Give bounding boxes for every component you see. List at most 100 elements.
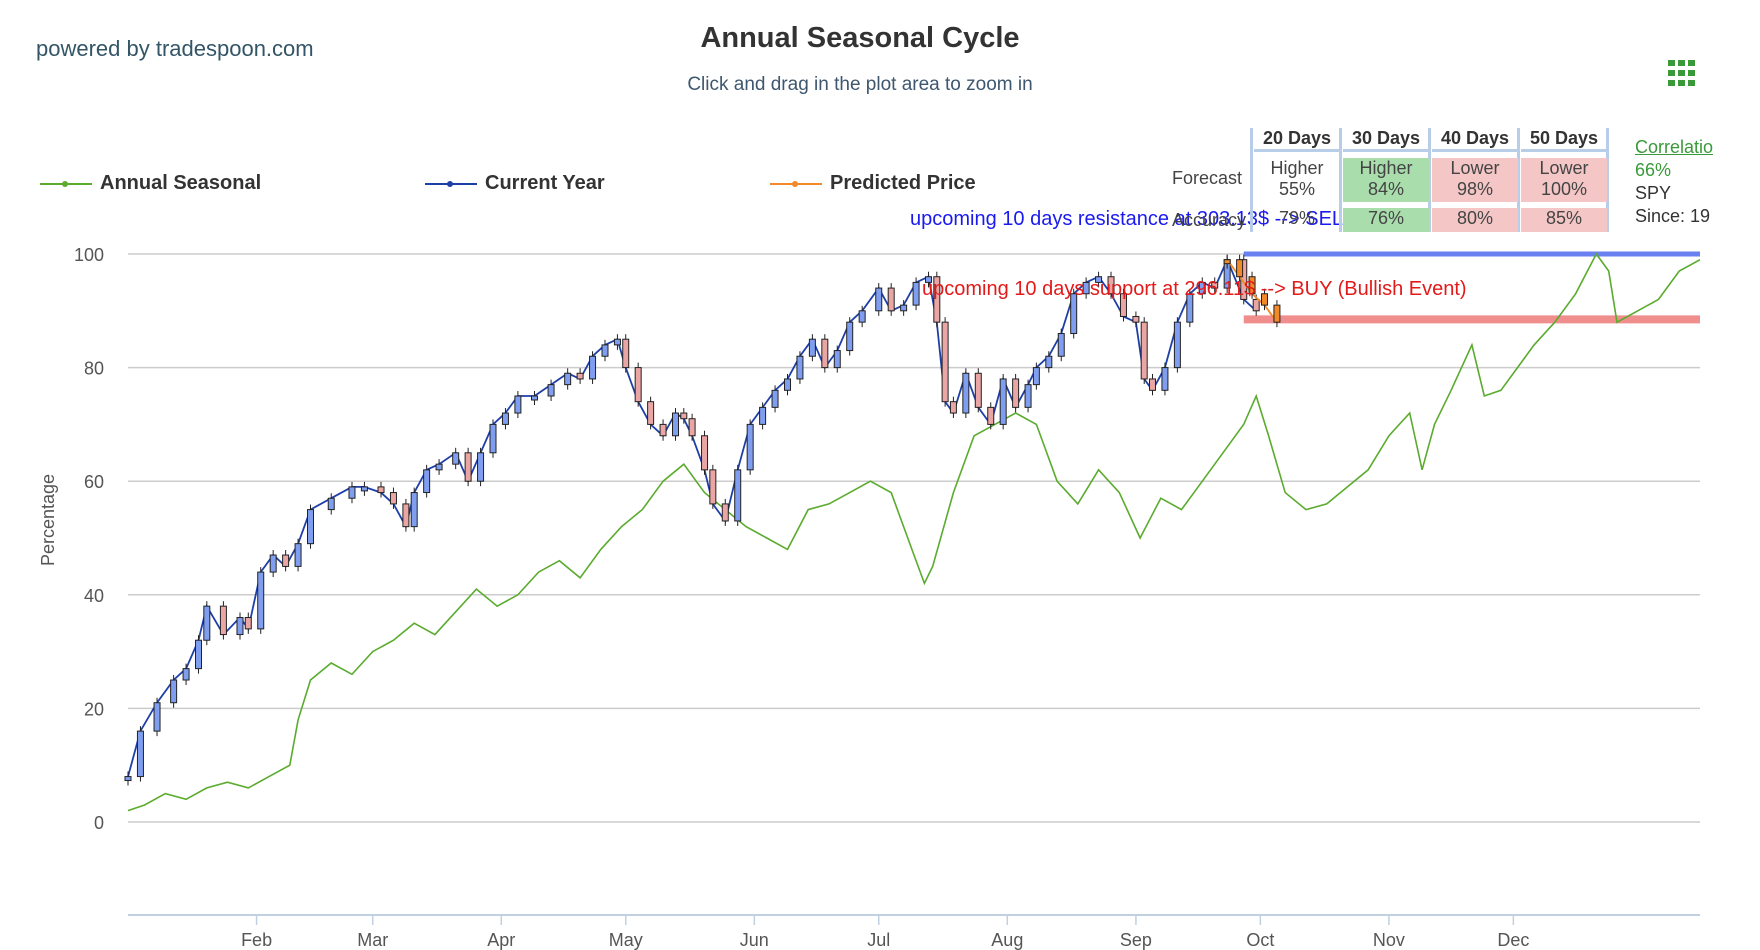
legend-swatch: [40, 180, 92, 187]
legend-item-current-year[interactable]: Current Year: [425, 172, 605, 195]
candle-body: [1173, 321, 1181, 369]
candle-body: [999, 378, 1007, 425]
legend-swatch: [770, 180, 822, 187]
candle-body: [402, 503, 410, 528]
candle-body: [348, 486, 356, 499]
y-tick-label: 100: [74, 245, 104, 265]
powered-by-text[interactable]: powered by tradespoon.com: [36, 36, 314, 61]
candle-body: [1107, 276, 1115, 295]
candle-body: [709, 469, 717, 505]
y-tick-label: 60: [84, 472, 104, 492]
candle-body: [601, 344, 609, 357]
candle-body: [327, 497, 335, 511]
y-axis: 0 20 40 60 80 100: [74, 245, 104, 833]
legend-item-annual-seasonal[interactable]: Annual Seasonal: [40, 172, 261, 195]
candle-body: [1082, 281, 1090, 295]
candle-body: [514, 395, 522, 414]
grid-menu-icon[interactable]: [1668, 60, 1696, 86]
candle-body: [808, 338, 816, 357]
candle-body: [759, 406, 767, 425]
legend-label: Predicted Price: [830, 172, 976, 194]
legend-label: Current Year: [485, 172, 605, 194]
candle-body: [182, 668, 190, 681]
candle-body: [613, 338, 621, 346]
candle-body: [464, 452, 472, 482]
candle-body: [1211, 281, 1219, 289]
candle-body: [1223, 259, 1231, 265]
accuracy-row-label: Accuracy: [1172, 210, 1247, 230]
y-tick-label: 80: [84, 359, 104, 379]
chart-series: [124, 252, 1701, 812]
accuracy-cell-50: 85%: [1521, 208, 1607, 232]
candle-body: [974, 372, 982, 408]
correlation-link[interactable]: Correlatio: [1635, 137, 1714, 157]
candle-body: [912, 281, 920, 306]
accuracy-cell-20: 79%: [1278, 208, 1316, 228]
x-tick-label: May: [609, 930, 643, 950]
candle-body: [688, 418, 696, 437]
candle-body: [564, 372, 572, 386]
accuracy-cell-40: 80%: [1432, 208, 1518, 232]
x-tick-label: Jun: [740, 930, 769, 950]
y-tick-label: 0: [94, 813, 104, 833]
correlation-since: Since: 19: [1635, 206, 1711, 226]
candle-body: [833, 350, 841, 369]
candle-body: [846, 321, 854, 352]
candle-body: [1119, 293, 1127, 317]
correlation-value: 66%: [1635, 160, 1672, 180]
candle-body: [746, 423, 754, 471]
accuracy-cell-30: 76%: [1343, 208, 1429, 232]
candle-body: [1132, 315, 1140, 323]
candle-body: [153, 702, 161, 732]
chart-title: Annual Seasonal Cycle: [700, 22, 1020, 54]
candle-body: [576, 372, 584, 380]
candle-body: [203, 605, 211, 641]
candle-body: [783, 378, 791, 391]
forecast-cell-30: Higher 84%: [1343, 158, 1429, 202]
candle-body: [1057, 333, 1065, 357]
candle-body: [389, 492, 397, 505]
candle-body: [925, 276, 933, 283]
x-tick-label: Jul: [867, 930, 890, 950]
candle-body: [1198, 281, 1206, 295]
candle-body: [452, 452, 460, 465]
x-tick-label: Oct: [1246, 930, 1274, 950]
candle-body: [734, 469, 742, 522]
candle-body: [360, 486, 368, 492]
series-line-annual-seasonal: [127, 252, 1701, 812]
candle-body: [1252, 298, 1260, 312]
candle-body: [136, 730, 144, 778]
candle-body: [771, 389, 779, 408]
candle-body: [1032, 367, 1040, 386]
legend-item-predicted-price[interactable]: Predicted Price: [770, 172, 976, 195]
legend-swatch: [425, 180, 477, 187]
candle-body: [547, 384, 555, 397]
candle-body: [1161, 367, 1169, 391]
candle-body: [1260, 293, 1268, 306]
x-tick-label: Dec: [1497, 930, 1529, 950]
candle-body: [377, 486, 385, 494]
candle-body: [1095, 276, 1103, 283]
y-tick-label: 20: [84, 699, 104, 719]
candle-body: [1248, 276, 1256, 295]
candle-body: [796, 355, 804, 380]
forecast-header-40: 40 Days: [1432, 128, 1518, 152]
candle-body: [294, 543, 302, 567]
candle-body: [941, 321, 949, 403]
candle-body: [307, 509, 315, 545]
candle-body: [1012, 378, 1020, 408]
series-line-current-year: [127, 257, 1257, 777]
candle-body: [257, 571, 265, 630]
candle-body: [659, 423, 667, 437]
candle-body: [672, 412, 680, 437]
candle-body: [282, 554, 290, 567]
y-tick-label: 40: [84, 586, 104, 606]
forecast-cell-40: Lower 98%: [1432, 158, 1518, 202]
candle-body: [1148, 378, 1156, 391]
candle-body: [244, 617, 252, 630]
candle-body: [530, 395, 538, 401]
candle-body: [875, 287, 883, 312]
x-tick-label: Feb: [241, 930, 272, 950]
candle-body: [900, 304, 908, 312]
